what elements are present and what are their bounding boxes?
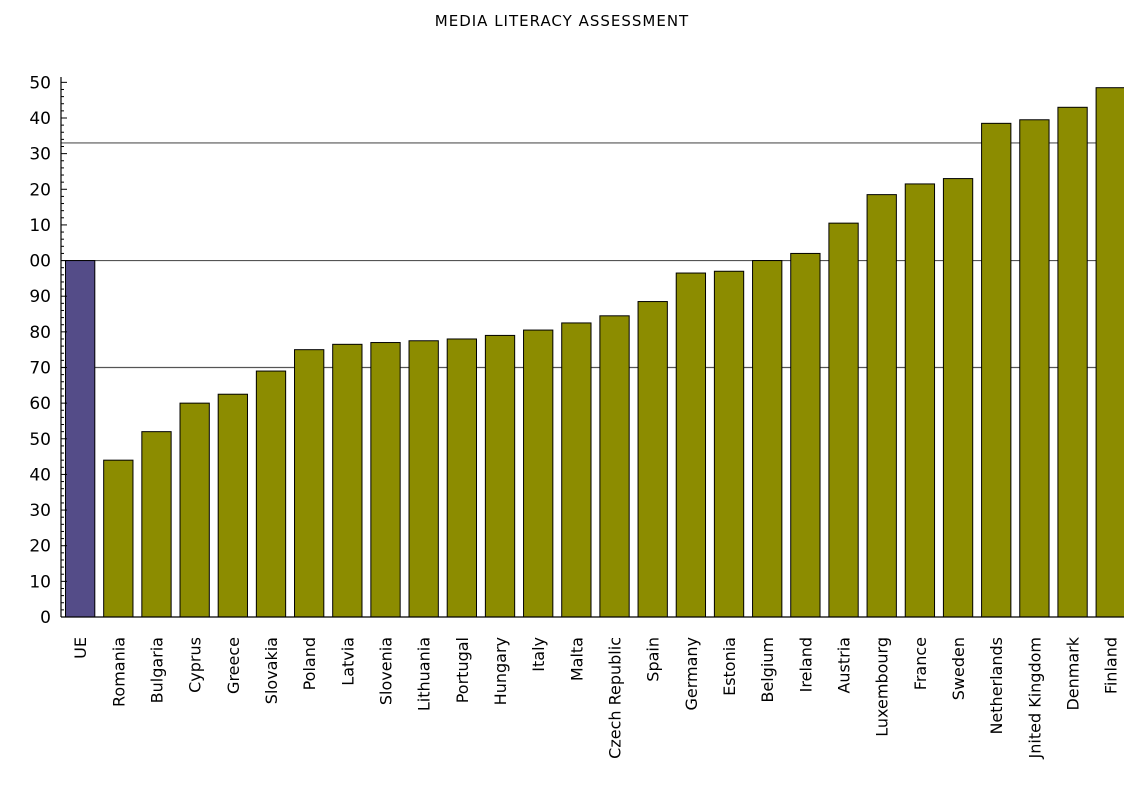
x-tick-label-austria: Austria bbox=[835, 637, 854, 694]
x-tick-label-greece: Greece bbox=[224, 637, 243, 694]
x-tick-label-netherlands: Netherlands bbox=[987, 637, 1006, 735]
y-tick-label: 00 bbox=[29, 252, 51, 272]
x-tick-label-poland: Poland bbox=[300, 637, 319, 690]
chart-title: MEDIA LITERACY ASSESSMENT bbox=[434, 12, 690, 30]
bar-belgium bbox=[752, 260, 783, 618]
x-tick-label-ireland: Ireland bbox=[796, 637, 815, 692]
x-tick-label-czech-republic: Czech Republic bbox=[606, 637, 625, 759]
x-tick-label-france: France bbox=[911, 637, 930, 690]
y-tick-label: 30 bbox=[29, 501, 51, 521]
x-tick-label-cyprus: Cyprus bbox=[186, 637, 205, 693]
y-tick-label: 40 bbox=[29, 465, 51, 485]
bar-portugal bbox=[446, 338, 478, 618]
x-tick-label-bulgaria: Bulgaria bbox=[147, 637, 166, 703]
bar-ue bbox=[65, 260, 96, 618]
x-tick-label-jnited-kingdom: Jnited Kingdom bbox=[1025, 637, 1044, 759]
bar-romania bbox=[103, 459, 134, 618]
x-axis-labels: UE Romania Bulgaria Cyprus Greece Slovakia Pol… bbox=[71, 636, 1121, 759]
x-tick-label-italy: Italy bbox=[529, 637, 548, 672]
x-tick-label-denmark: Denmark bbox=[1064, 636, 1083, 710]
bar-sweden bbox=[942, 178, 974, 618]
y-tick-label: 90 bbox=[29, 287, 51, 307]
bar-luxembourg bbox=[866, 194, 897, 618]
bar-slovakia bbox=[255, 370, 287, 618]
bar-denmark bbox=[1057, 106, 1088, 618]
y-tick-label: 30 bbox=[29, 145, 51, 165]
bar-czech-republic bbox=[599, 315, 630, 618]
bar-austria bbox=[828, 222, 859, 618]
bar-spain bbox=[637, 301, 668, 618]
bar-ireland bbox=[790, 252, 821, 618]
x-tick-label-sweden: Sweden bbox=[949, 637, 968, 700]
x-tick-label-romania: Romania bbox=[109, 637, 128, 707]
y-tick-label: 0 bbox=[40, 608, 51, 628]
x-tick-label-belgium: Belgium bbox=[758, 637, 777, 703]
y-tick-label: 20 bbox=[29, 537, 51, 557]
bar-latvia bbox=[332, 343, 363, 618]
x-tick-label-ue: UE bbox=[71, 637, 90, 659]
bar-netherlands bbox=[981, 122, 1012, 618]
bar-slovenia bbox=[370, 342, 401, 618]
y-tick-label: 40 bbox=[29, 109, 51, 129]
bar-bulgaria bbox=[141, 431, 172, 618]
x-tick-label-slovenia: Slovenia bbox=[377, 637, 396, 705]
bar-france bbox=[904, 183, 936, 618]
bars bbox=[65, 87, 1124, 618]
bar-cyprus bbox=[179, 402, 210, 618]
bar-finland bbox=[1095, 87, 1124, 618]
x-tick-label-hungary: Hungary bbox=[491, 637, 510, 705]
bar-greece bbox=[217, 393, 248, 618]
y-tick-label: 60 bbox=[29, 394, 51, 414]
y-tick-label: 20 bbox=[29, 180, 51, 200]
y-tick-label: 10 bbox=[29, 572, 51, 592]
bar-malta bbox=[561, 322, 592, 618]
x-tick-label-latvia: Latvia bbox=[338, 637, 357, 686]
y-tick-label: 70 bbox=[29, 358, 51, 378]
y-tick-label: 10 bbox=[29, 216, 51, 236]
x-tick-label-estonia: Estonia bbox=[720, 637, 739, 696]
y-axis: 0 10 20 30 40 50 60 70 80 90 00 10 20 30 40 50 bbox=[29, 73, 1124, 628]
x-tick-label-finland: Finland bbox=[1102, 637, 1121, 694]
x-tick-label-malta: Malta bbox=[567, 637, 586, 681]
y-tick-label: 50 bbox=[29, 73, 51, 93]
x-tick-label-luxembourg: Luxembourg bbox=[873, 637, 892, 737]
x-tick-label-lithuania: Lithuania bbox=[415, 637, 434, 711]
bar-italy bbox=[523, 329, 554, 618]
y-tick-label: 50 bbox=[29, 430, 51, 450]
x-tick-label-slovakia: Slovakia bbox=[262, 637, 281, 704]
bar-lithuania bbox=[408, 340, 439, 618]
y-tick-label: 80 bbox=[29, 323, 51, 343]
x-tick-label-spain: Spain bbox=[644, 637, 663, 682]
bar-hungary bbox=[484, 334, 516, 618]
x-tick-label-germany: Germany bbox=[682, 637, 701, 711]
bar-poland bbox=[294, 349, 325, 618]
bar-estonia bbox=[713, 270, 745, 618]
bar-germany bbox=[675, 272, 707, 618]
bar-jnited-kingdom bbox=[1019, 119, 1050, 618]
x-tick-label-portugal: Portugal bbox=[453, 637, 472, 703]
